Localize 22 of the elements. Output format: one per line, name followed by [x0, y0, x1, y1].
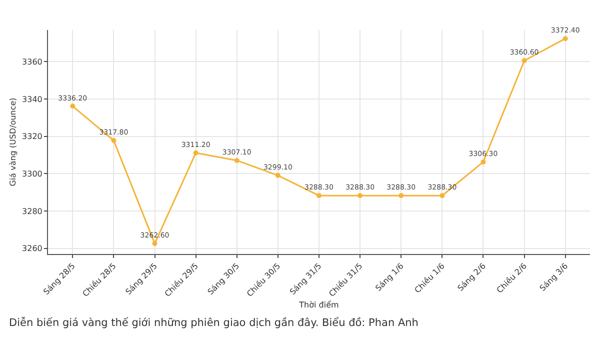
- point: [193, 150, 198, 156]
- text: Diễn biến giá vàng thế giới những phiên giao dịch gần đây. Biểu đồ: Phan Anh: [9, 316, 418, 329]
- y-tick-label: 3340: [22, 94, 42, 104]
- point: [522, 58, 527, 64]
- point: [358, 193, 363, 198]
- point: [440, 193, 445, 198]
- y-tick-label: 3260: [22, 244, 42, 254]
- y-axis-title: Giá vàng (USD/ounce): [8, 98, 18, 186]
- point: [480, 159, 486, 164]
- point: [316, 193, 322, 198]
- point: [275, 172, 280, 178]
- point: [70, 104, 76, 109]
- point: [234, 158, 240, 163]
- point: [398, 193, 404, 198]
- y-tick-label: 3300: [22, 170, 42, 179]
- x-axis-title: Thời điểm: [298, 300, 340, 310]
- y-tick-label: 3360: [22, 58, 42, 67]
- point: [152, 241, 158, 246]
- y-tick-label: 3280: [22, 206, 42, 216]
- point: [562, 36, 568, 42]
- point: [111, 138, 116, 144]
- y-tick-label: 3320: [22, 132, 42, 142]
